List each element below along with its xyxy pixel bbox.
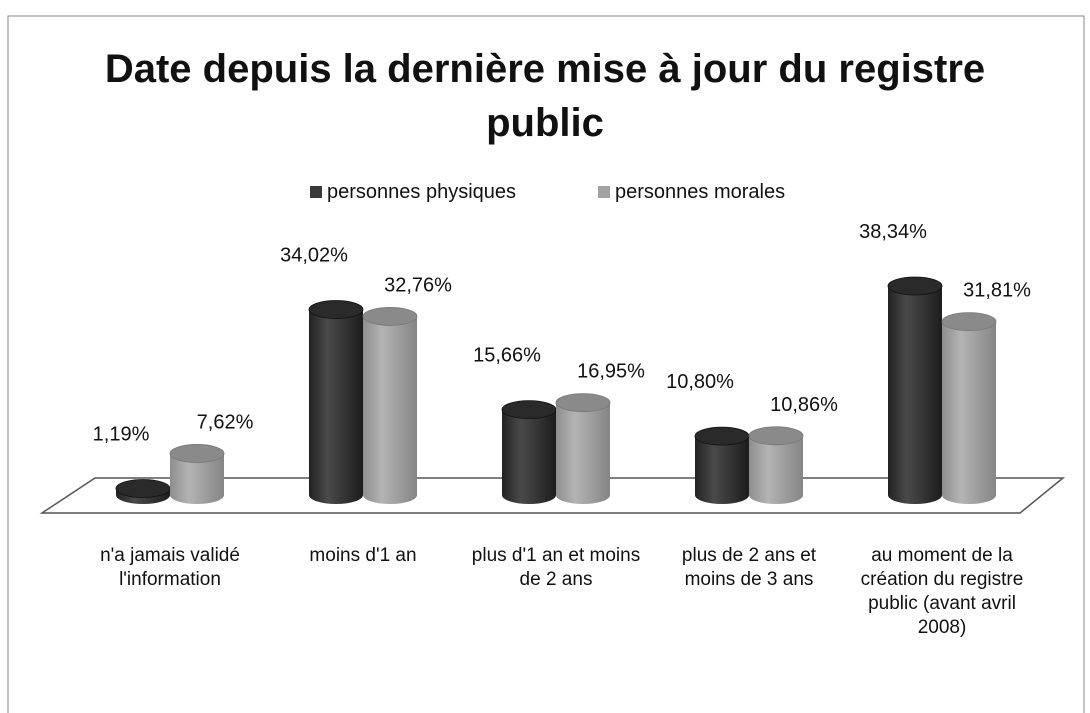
bar-body	[556, 402, 610, 495]
bar-body	[309, 309, 363, 495]
chart-frame	[7, 15, 1085, 713]
data-label: 10,80%	[666, 371, 734, 393]
data-label: 31,81%	[963, 280, 1031, 302]
data-label: 32,76%	[384, 274, 452, 296]
bar-top	[362, 307, 418, 326]
legend-swatch	[598, 186, 610, 198]
data-label: 34,02%	[280, 245, 348, 267]
x-tick-label: au moment de la création du registre pub…	[860, 545, 1024, 638]
legend-label: personnes physiques	[327, 181, 516, 203]
x-tick-label: moins d'1 an	[309, 545, 417, 566]
bar-top	[941, 312, 997, 331]
data-label: 7,62%	[197, 411, 254, 433]
bar-body	[363, 316, 417, 495]
bar-top	[501, 400, 557, 420]
bar-body	[888, 286, 942, 495]
chart-title: Date depuis la dernière mise à jour du r…	[104, 47, 986, 145]
bar-body	[502, 409, 556, 495]
x-tick-label: plus de 2 ans et moins de 3 ans	[681, 545, 817, 590]
bar-top	[887, 276, 943, 296]
bar-body	[942, 321, 996, 495]
data-label: 10,86%	[770, 394, 838, 416]
bar-body	[695, 436, 749, 495]
bar-top	[555, 393, 611, 413]
bar-top	[169, 444, 225, 463]
bar-top	[694, 426, 750, 446]
legend-label: personnes morales	[615, 181, 785, 203]
data-label: 16,95%	[577, 361, 645, 383]
data-label: 15,66%	[473, 345, 541, 367]
x-tick-label: n'a jamais validé l'information	[100, 545, 240, 590]
legend-swatch	[310, 186, 322, 198]
bar-top	[115, 479, 171, 498]
data-label: 1,19%	[93, 424, 150, 446]
bar-top	[748, 426, 804, 446]
bar-body	[749, 435, 803, 495]
bar-top	[308, 300, 364, 319]
data-label: 38,34%	[859, 221, 927, 243]
x-tick-label: plus d'1 an et moins de 2 ans	[471, 545, 641, 590]
